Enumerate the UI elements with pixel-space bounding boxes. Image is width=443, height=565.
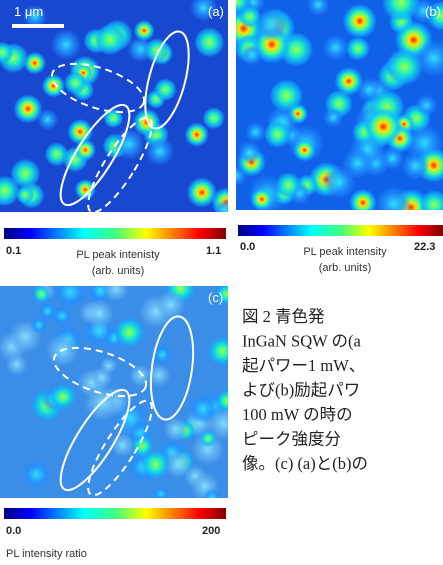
blob	[346, 37, 370, 61]
blob	[415, 94, 437, 116]
colorbar-max: 1.1	[206, 245, 221, 257]
blob	[245, 122, 266, 143]
colorbar-min: 0.0	[240, 241, 255, 253]
figure: 1 μm (a) (b) (c) 0.1 1.1 PL peak intenis…	[0, 0, 443, 565]
colorbar-units: (arb. units)	[319, 262, 372, 274]
blob	[241, 44, 262, 65]
blob	[164, 417, 188, 441]
blob	[255, 8, 289, 42]
caption-line: ピーク強度分	[242, 430, 341, 449]
colorbar	[238, 225, 443, 236]
blob	[52, 306, 72, 326]
blob	[203, 488, 222, 507]
blob	[145, 137, 174, 166]
blob	[323, 107, 344, 128]
blob	[45, 142, 69, 166]
panel-label: (a)	[208, 4, 224, 19]
blob	[342, 4, 377, 39]
blob	[64, 72, 87, 95]
blob	[21, 459, 51, 489]
blob	[75, 179, 96, 200]
blob	[134, 20, 155, 41]
caption-line: 100 mW の時の	[242, 405, 353, 424]
caption: 図 2 青色発 InGaN SQW の(a 起パワー1 mW、よび(b)励起パワ 10…	[242, 307, 368, 473]
blob	[357, 78, 381, 102]
colorbar-min: 0.0	[6, 525, 21, 537]
blob	[349, 189, 377, 217]
blob	[275, 172, 301, 198]
blob	[30, 316, 48, 334]
blob	[153, 486, 170, 503]
blob	[85, 299, 114, 328]
page: {"panels":[ {"label":"(a)","scale_bar":"…	[0, 0, 443, 565]
blob	[37, 109, 58, 130]
blob	[250, 188, 273, 211]
blob	[103, 276, 129, 302]
caption-line: 像。(c) (a)と(b)の	[242, 454, 368, 473]
colorbar	[4, 508, 226, 519]
blob	[216, 389, 239, 412]
blob	[375, 186, 411, 222]
blob	[264, 121, 291, 148]
blob	[381, 147, 404, 170]
blob	[203, 107, 225, 129]
blob	[51, 29, 82, 60]
panel-label: (b)	[425, 4, 441, 19]
blob	[157, 290, 185, 318]
colorbar-title: PL peak intenisty	[76, 249, 160, 261]
blob	[386, 48, 423, 85]
blob	[114, 317, 144, 347]
blob	[154, 78, 177, 101]
colorbar-min: 0.1	[6, 245, 21, 257]
colorbar	[4, 228, 226, 239]
caption-line: よび(b)励起パワ	[242, 381, 360, 400]
colorbar-units: (arb. units)	[92, 265, 145, 277]
blob	[239, 5, 261, 27]
blob	[322, 165, 356, 199]
blob	[208, 337, 237, 366]
blob	[91, 367, 112, 388]
blob	[16, 186, 34, 204]
colorbar-max: 200	[202, 525, 220, 537]
blob	[141, 450, 170, 479]
caption-line: 起パワー1 mW、	[242, 356, 365, 375]
blob	[401, 152, 429, 180]
blob	[50, 384, 76, 410]
blob	[94, 24, 125, 55]
blob	[293, 139, 316, 162]
colorbar-title: PL peak intensity	[303, 246, 387, 258]
caption-line: InGaN SQW の(a	[242, 332, 362, 351]
blob	[42, 74, 66, 98]
scale-label: 1 μm	[14, 4, 43, 19]
blob	[113, 128, 145, 160]
blob	[364, 107, 403, 146]
blob	[238, 141, 261, 164]
blob	[200, 430, 216, 446]
blob	[226, 165, 247, 186]
blob	[33, 285, 50, 302]
blob	[52, 275, 87, 310]
blob	[185, 122, 209, 146]
panel-label: (c)	[208, 290, 223, 305]
blob	[194, 27, 224, 57]
colorbar-max: 22.3	[414, 241, 435, 253]
caption-line: 図 2 青色発	[242, 307, 325, 326]
blob	[214, 200, 236, 222]
blob	[322, 34, 348, 60]
colorbar-title: PL intensity ratio	[6, 548, 87, 560]
